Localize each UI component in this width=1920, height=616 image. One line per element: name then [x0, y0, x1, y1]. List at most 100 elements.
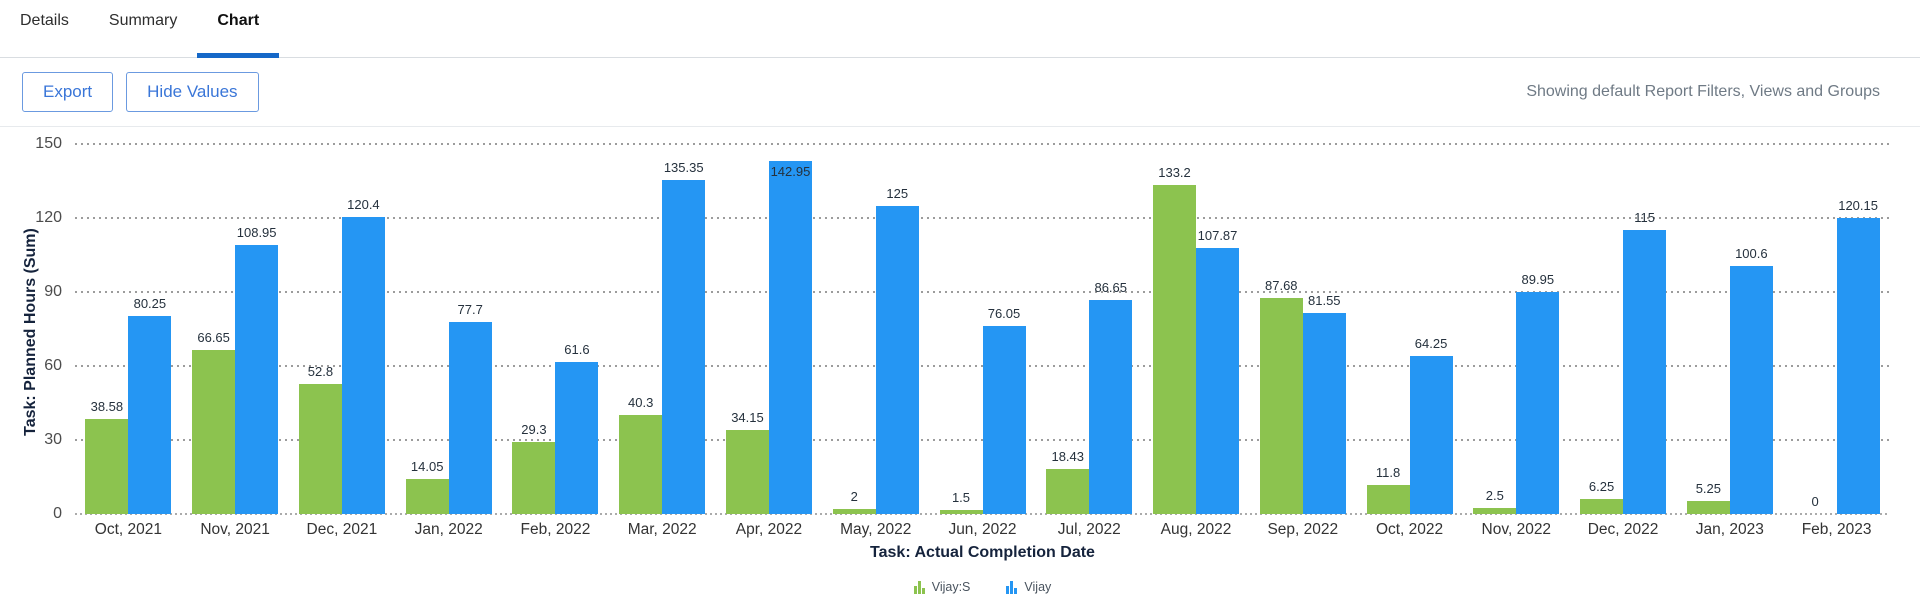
- gridline-120: [75, 217, 1890, 219]
- legend-label: Vijay: [1024, 580, 1052, 594]
- tab-summary-label: Summary: [108, 12, 178, 29]
- bar-value-label: 80.25: [133, 296, 167, 312]
- x-tick-label: May, 2022: [840, 521, 912, 538]
- bar-value-label: 87.68: [1265, 277, 1298, 293]
- export-button[interactable]: Export: [22, 72, 114, 112]
- bar-vijay-s[interactable]: [512, 441, 556, 514]
- bar-vijay-s[interactable]: [832, 509, 876, 514]
- bar-value-label: 6.25: [1588, 478, 1615, 494]
- bar-vijay[interactable]: [1196, 247, 1240, 514]
- tab-details[interactable]: Details: [0, 0, 89, 57]
- active-tab-underline: [197, 53, 280, 58]
- x-tick-label: Feb, 2022: [520, 521, 591, 538]
- bar-value-label: 11.8: [1375, 464, 1401, 480]
- chart-legend: Vijay:S Vijay: [75, 580, 1890, 594]
- bar-vijay[interactable]: [341, 217, 385, 514]
- x-tick-label: Feb, 2023: [1801, 521, 1872, 538]
- bar-vijay-s[interactable]: [1046, 468, 1090, 514]
- x-tick-label: Nov, 2021: [200, 521, 270, 538]
- gridline-0: [75, 513, 1890, 515]
- bar-value-label: 14.05: [410, 459, 444, 475]
- bar-value-label: 5.25: [1695, 481, 1721, 497]
- bar-chart-icon: [1006, 580, 1018, 594]
- bar-value-label: 115: [1634, 210, 1655, 226]
- bar-vijay-s[interactable]: [1153, 185, 1197, 514]
- bar-value-label: 66.65: [197, 329, 230, 345]
- bar-vijay[interactable]: [662, 180, 706, 514]
- bar-value-label: 0: [1811, 494, 1819, 509]
- bar-value-label: 2: [850, 489, 858, 505]
- bar-value-label: 29.3: [521, 421, 547, 437]
- x-tick-label: Jan, 2022: [414, 521, 483, 538]
- bar-value-label: 34.15: [731, 409, 764, 425]
- bar-vijay-s[interactable]: [1366, 484, 1410, 514]
- bar-vijay[interactable]: [1836, 217, 1880, 514]
- tab-chart[interactable]: Chart: [197, 0, 280, 58]
- hide-values-button[interactable]: Hide Values: [126, 72, 259, 112]
- bar-value-label: 76.05: [987, 306, 1021, 322]
- bar-vijay[interactable]: [1729, 265, 1773, 514]
- x-tick-label: Jun, 2022: [948, 521, 1017, 538]
- bar-value-label: 52.8: [307, 363, 334, 379]
- y-tick-label: 30: [44, 431, 62, 448]
- x-tick-label: Aug, 2022: [1160, 521, 1232, 538]
- filters-status-text: Showing default Report Filters, Views an…: [1526, 83, 1880, 100]
- gridline-90: [75, 291, 1890, 293]
- bar-vijay-s[interactable]: [1473, 507, 1517, 514]
- bar-vijay[interactable]: [982, 326, 1026, 514]
- bar-vijay[interactable]: [875, 205, 919, 514]
- bar-vijay[interactable]: [235, 245, 279, 514]
- gridline-150: [75, 143, 1890, 145]
- bar-vijay[interactable]: [1409, 355, 1453, 514]
- x-tick-label: Oct, 2022: [1375, 521, 1444, 538]
- bar-chart-icon: [913, 580, 925, 594]
- bar-vijay[interactable]: [1516, 292, 1560, 514]
- bar-vijay[interactable]: [1089, 300, 1133, 514]
- tab-chart-label: Chart: [217, 12, 260, 29]
- x-tick-label: Dec, 2022: [1587, 521, 1659, 538]
- bar-vijay-s[interactable]: [619, 414, 663, 514]
- bar-vijay-s[interactable]: [192, 349, 236, 514]
- legend-item-vijay-s[interactable]: Vijay:S: [913, 580, 971, 594]
- bar-value-label: 61.6: [564, 342, 590, 358]
- bar-vijay-s[interactable]: [1259, 297, 1303, 514]
- x-tick-label: Mar, 2022: [627, 521, 697, 538]
- x-tick-label: Jan, 2023: [1695, 521, 1764, 538]
- bar-value-label: 38.58: [90, 398, 124, 414]
- x-tick-label: Apr, 2022: [735, 521, 803, 538]
- bar-value-label: 40.3: [628, 394, 654, 410]
- x-tick-label: Sep, 2022: [1267, 521, 1339, 538]
- bar-vijay[interactable]: [768, 161, 812, 514]
- x-axis-title: Task: Actual Completion Date: [870, 544, 1095, 561]
- bar-vijay[interactable]: [1623, 230, 1667, 514]
- bar-vijay[interactable]: [448, 322, 492, 514]
- bar-vijay-s[interactable]: [1686, 501, 1730, 514]
- bar-value-label: 100.6: [1735, 245, 1768, 261]
- bar-vijay-s[interactable]: [939, 510, 983, 514]
- bar-value-label: 64.25: [1414, 335, 1448, 351]
- legend-label: Vijay:S: [931, 580, 971, 594]
- y-tick-label: 120: [35, 209, 62, 226]
- bar-value-label: 81.55: [1308, 292, 1341, 308]
- bar-value-label: 135.35: [663, 160, 704, 176]
- bar-vijay-s[interactable]: [85, 418, 129, 514]
- bar-value-label: 120.15: [1838, 197, 1878, 213]
- y-tick-label: 90: [44, 283, 62, 300]
- y-tick-label: 150: [35, 135, 62, 152]
- bar-vijay[interactable]: [555, 362, 599, 514]
- bar-value-label: 107.87: [1197, 227, 1238, 243]
- bar-value-label: 18.43: [1051, 448, 1085, 464]
- bar-vijay-s[interactable]: [725, 429, 769, 514]
- chart-canvas: Task: Planned Hours (Sum) 0 30 60 90 120 150 3…: [0, 127, 1920, 616]
- tab-summary[interactable]: Summary: [89, 0, 197, 57]
- legend-item-vijay[interactable]: Vijay: [1006, 580, 1051, 594]
- bar-vijay[interactable]: [128, 316, 172, 514]
- bar-value-label: 125: [886, 185, 909, 201]
- bar-vijay-s[interactable]: [298, 383, 342, 514]
- bar-vijay-s[interactable]: [405, 479, 449, 514]
- bar-value-label: 120.4: [347, 197, 380, 212]
- bar-vijay-s[interactable]: [1580, 498, 1624, 514]
- bar-value-label: 77.7: [457, 302, 483, 318]
- tab-bar: Details Summary Chart: [0, 0, 1920, 58]
- bar-vijay[interactable]: [1302, 312, 1346, 514]
